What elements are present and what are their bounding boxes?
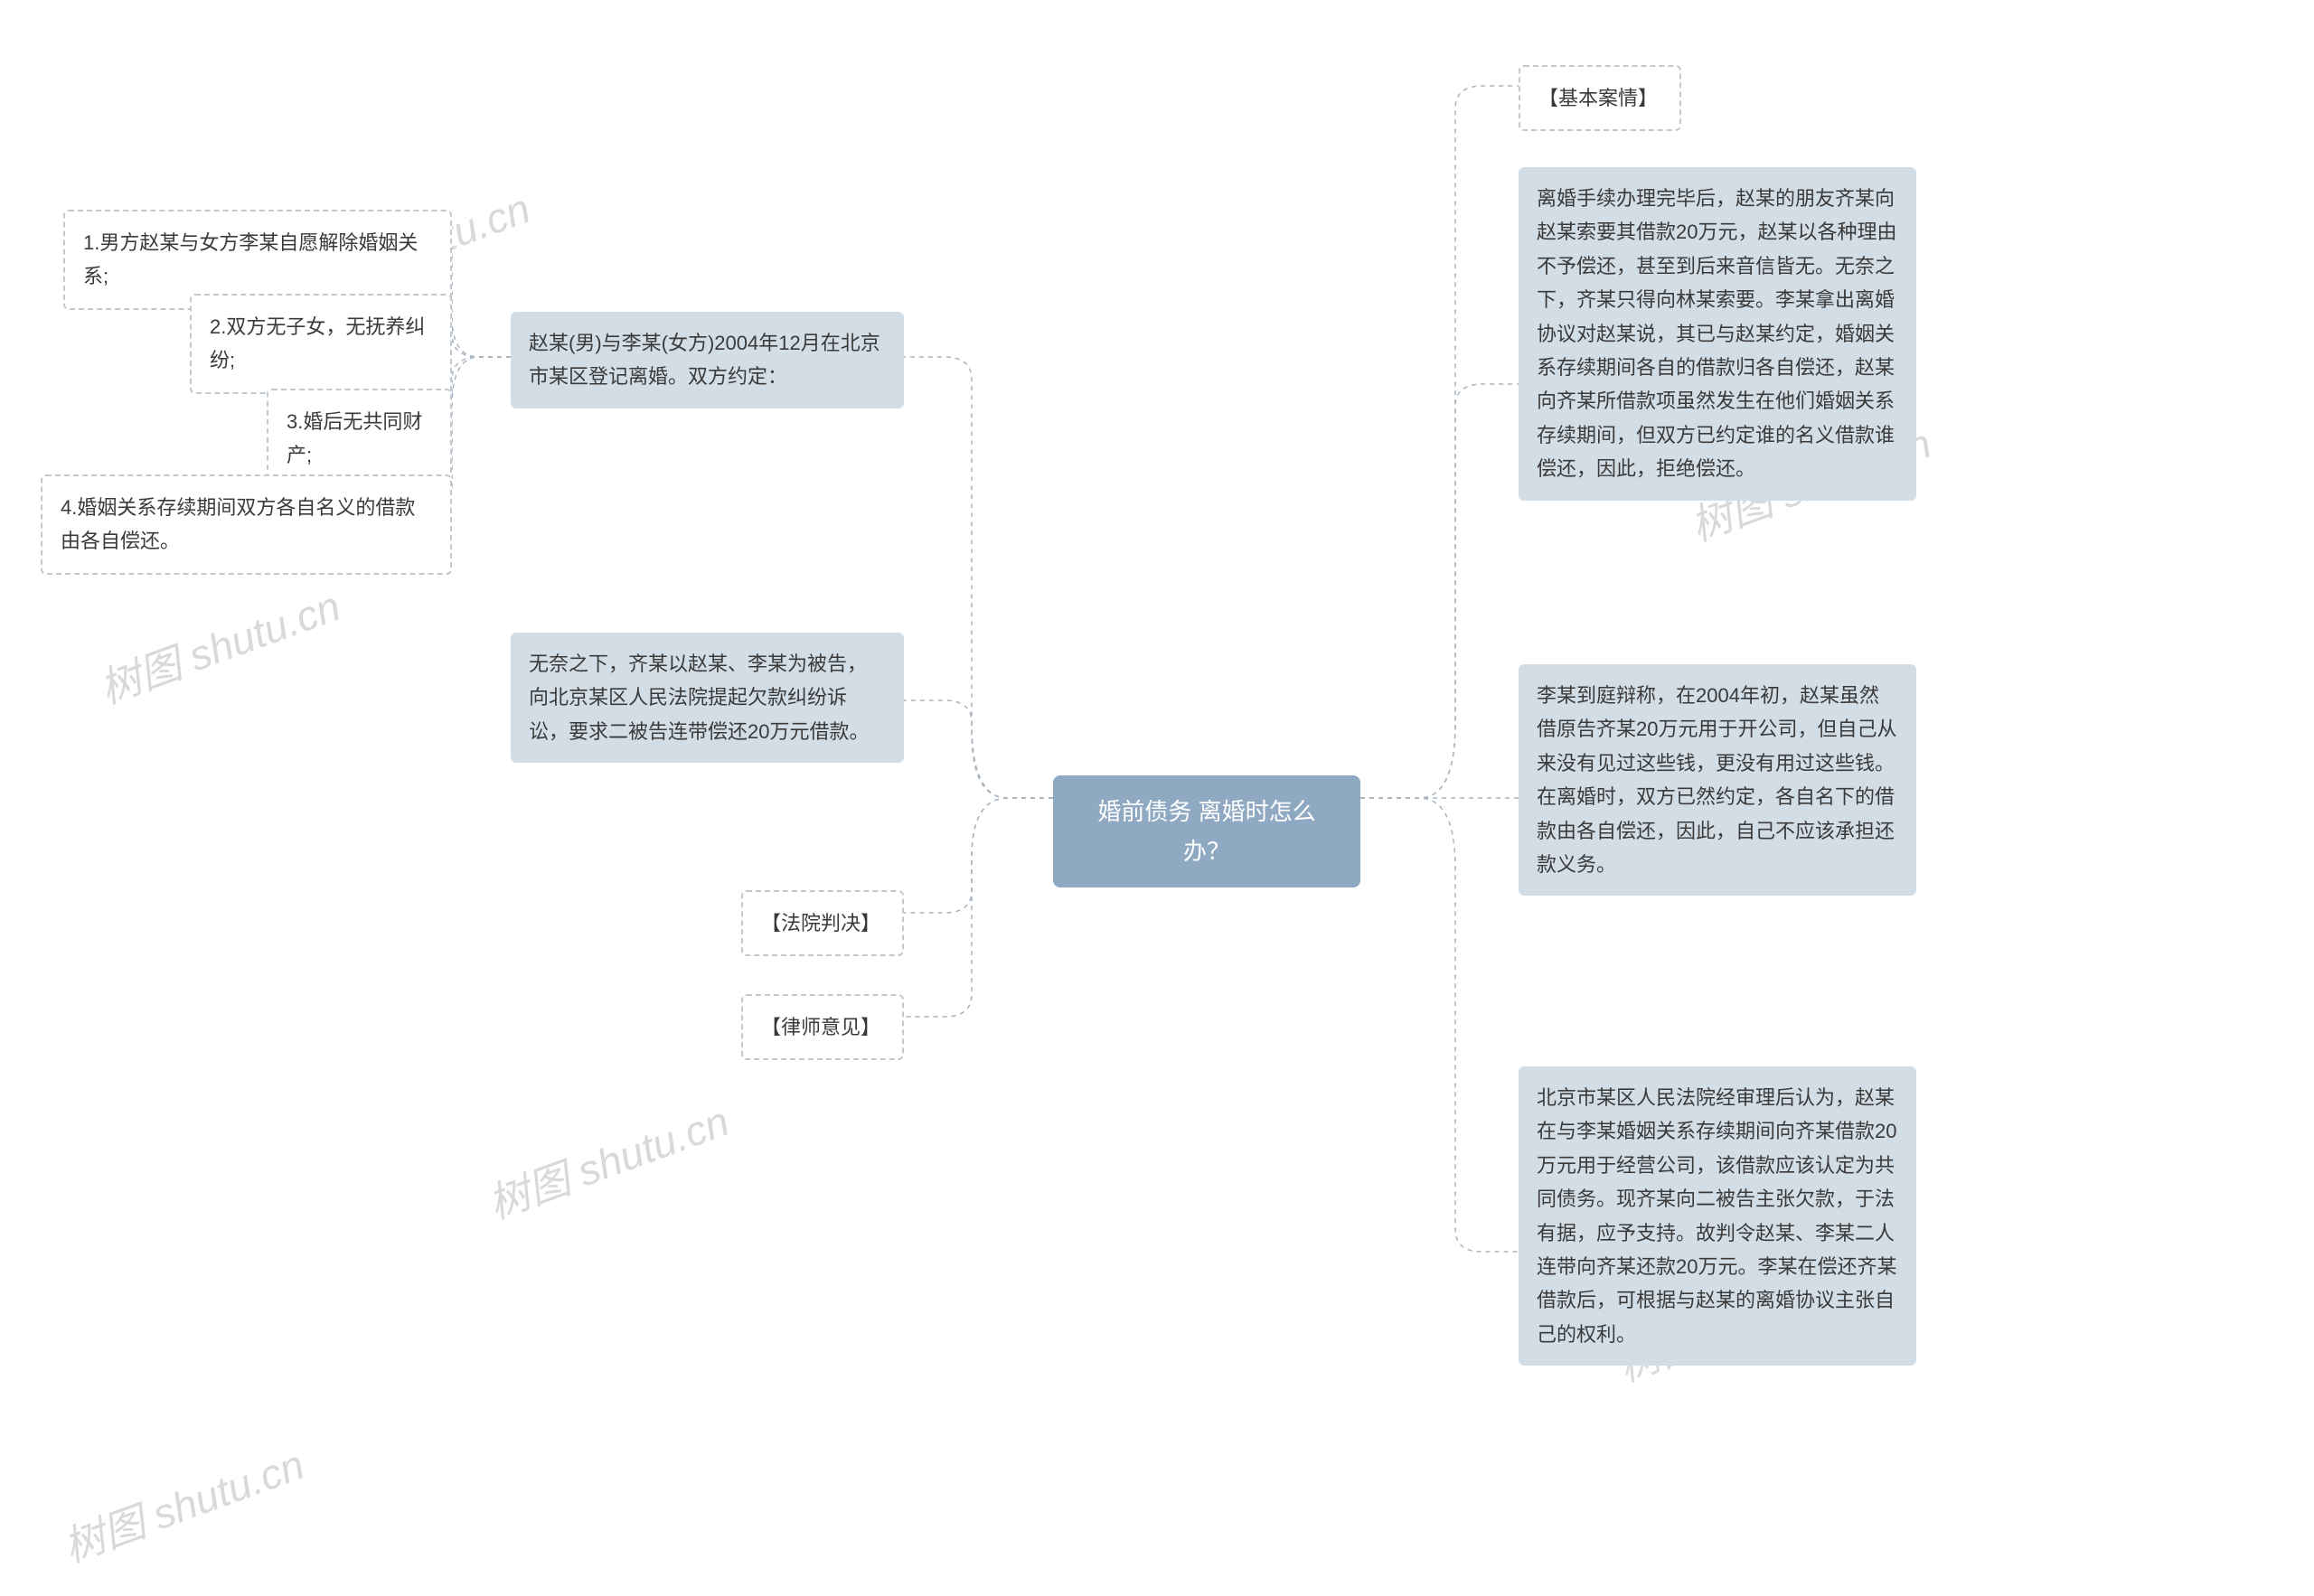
left-node-3[interactable]: 【法院判决】	[741, 890, 904, 956]
watermark: 树图 shutu.cn	[479, 1089, 736, 1231]
right-node-4[interactable]: 北京市某区人民法院经审理后认为，赵某在与李某婚姻关系存续期间向齐某借款20万元用…	[1519, 1066, 1916, 1366]
left-node-1[interactable]: 赵某(男)与李某(女方)2004年12月在北京市某区登记离婚。双方约定：	[511, 312, 904, 408]
right-node-1[interactable]: 【基本案情】	[1519, 65, 1681, 131]
left-node-4[interactable]: 【律师意见】	[741, 994, 904, 1060]
left-node-2[interactable]: 无奈之下，齐某以赵某、李某为被告，向北京某区人民法院提起欠款纠纷诉讼，要求二被告…	[511, 633, 904, 763]
left-node-1-child-4[interactable]: 4.婚姻关系存续期间双方各自名义的借款由各自偿还。	[41, 474, 452, 575]
right-node-2[interactable]: 离婚手续办理完毕后，赵某的朋友齐某向赵某索要其借款20万元，赵某以各种理由不予偿…	[1519, 167, 1916, 501]
root-node[interactable]: 婚前债务 离婚时怎么办？	[1053, 775, 1360, 887]
right-node-3[interactable]: 李某到庭辩称，在2004年初，赵某虽然借原告齐某20万元用于开公司，但自己从来没…	[1519, 664, 1916, 896]
watermark: 树图 shutu.cn	[90, 574, 347, 716]
left-node-1-child-2[interactable]: 2.双方无子女，无抚养纠纷;	[190, 294, 452, 394]
watermark: 树图 shutu.cn	[54, 1432, 311, 1574]
